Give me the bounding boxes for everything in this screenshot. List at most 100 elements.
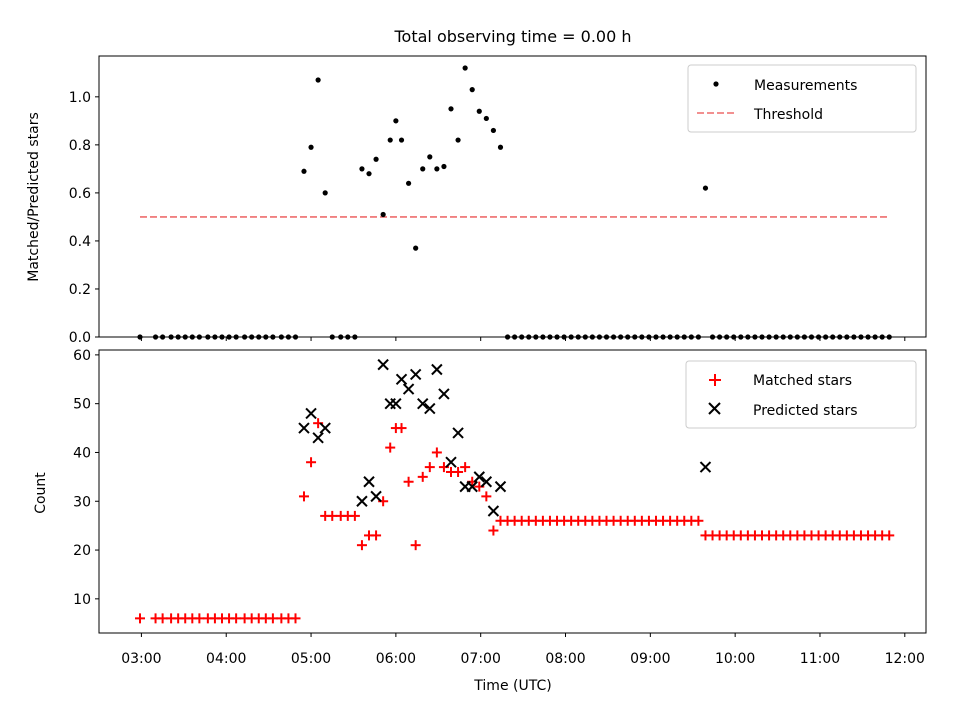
top-axes-frame: [98, 55, 927, 338]
matched-star-point: [431, 447, 442, 458]
measurement-point: [469, 87, 475, 93]
matched-star-point: [488, 525, 499, 536]
legend-matched-label: Matched stars: [753, 373, 852, 389]
chart-title: Total observing time = 0.00 h: [393, 27, 631, 46]
x-axis-label: Time (UTC): [473, 678, 551, 694]
matched-star-point: [396, 423, 407, 434]
measurement-point: [373, 156, 379, 162]
matched-star-point: [371, 530, 382, 541]
matched-star-point: [134, 613, 145, 624]
legend-matched-marker: [709, 374, 721, 386]
bottom-x-ticks: 03:00 04:00 05:00 06:00 07:00 08:00 09:00 10:00…: [121, 633, 925, 667]
predicted-star-point: [431, 363, 443, 376]
bottom-y-tick-label: 30: [73, 494, 91, 510]
bottom-legend-box: [685, 360, 917, 429]
top-legend: Measurements Threshold: [687, 64, 917, 133]
top-legend-box: [687, 64, 917, 133]
measurement-point: [455, 137, 461, 143]
matched-star-point: [460, 462, 471, 473]
predicted-star-point: [305, 407, 317, 420]
matched-star-point: [231, 613, 242, 624]
bottom-y-tick-label: 40: [73, 445, 91, 461]
top-y-tick-label: 0.8: [69, 138, 91, 154]
top-y-axis-label: Matched/Predicted stars: [26, 112, 42, 282]
legend-measurements-label: Measurements: [754, 78, 857, 94]
bottom-x-tick-label: 09:00: [630, 651, 670, 667]
bottom-x-tick-label: 08:00: [545, 651, 585, 667]
measurement-point: [483, 115, 489, 122]
legend-predicted-label: Predicted stars: [753, 403, 858, 419]
predicted-star-point: [312, 432, 324, 444]
bottom-legend: Matched stars Predicted stars: [685, 360, 917, 429]
top-y-tick-label: 1.0: [69, 90, 91, 106]
matched-star-point: [385, 442, 396, 453]
bottom-x-tick-label: 03:00: [121, 651, 161, 667]
bottom-y-tick-label: 50: [73, 397, 91, 413]
predicted-star-point: [480, 476, 493, 488]
top-panel: 0.0 0.2 0.4 0.6 0.8 1.0 Matched/Predicted sta…: [26, 55, 927, 346]
measurement-point: [393, 118, 399, 124]
predicted-star-point: [445, 456, 457, 468]
measurement-point: [387, 137, 393, 143]
bottom-x-tick-label: 05:00: [291, 651, 331, 667]
matched-star-point: [290, 613, 301, 624]
matched-star-point: [417, 471, 428, 482]
legend-measurements-marker: [713, 81, 719, 87]
measurement-point: [702, 185, 709, 191]
measurement-point: [420, 166, 426, 172]
predicted-star-point: [298, 422, 310, 434]
matched-star-point: [481, 491, 492, 502]
legend-predicted-marker: [708, 402, 721, 415]
bottom-y-axis-label: Count: [33, 472, 49, 514]
predicted-star-point: [417, 397, 429, 410]
predicted-star-point: [395, 373, 408, 385]
measurement-point: [405, 180, 412, 186]
measurement-point: [427, 154, 433, 160]
bottom-x-tick-label: 04:00: [206, 651, 246, 667]
top-y-tick-label: 0.4: [69, 234, 91, 250]
legend-threshold-label: Threshold: [753, 107, 823, 123]
measurement-point: [301, 168, 307, 174]
matched-star-point: [693, 515, 704, 526]
matched-star-point: [194, 613, 205, 624]
measurement-point: [434, 166, 440, 172]
measurement-point: [322, 190, 328, 196]
predicted-star-point: [438, 388, 450, 400]
predicted-star-point: [402, 383, 415, 395]
matched-star-point: [267, 613, 278, 624]
measurement-point: [380, 211, 386, 218]
top-y-tick-label: 0.6: [69, 186, 91, 202]
matched-star-point: [306, 457, 317, 468]
top-y-ticks: 0.0 0.2 0.4 0.6 0.8 1.0: [69, 90, 99, 346]
top-y-tick-label: 0.0: [69, 330, 91, 346]
matched-star-point: [424, 462, 435, 473]
bottom-x-tick-label: 12:00: [885, 651, 925, 667]
measurement-point: [497, 144, 504, 150]
matched-star-point: [356, 540, 367, 551]
predicted-star-point: [424, 402, 436, 415]
measurement-point: [308, 144, 314, 150]
predicted-star-point: [452, 427, 464, 439]
matched-star-point: [453, 466, 464, 477]
measurement-point: [462, 65, 468, 71]
bottom-x-tick-label: 06:00: [376, 651, 416, 667]
matched-star-point: [349, 510, 360, 521]
measurement-point: [366, 171, 372, 177]
predicted-star-point: [370, 490, 382, 503]
predicted-star-point: [319, 422, 331, 434]
bottom-x-tick-label: 07:00: [461, 651, 501, 667]
top-y-tick-label: 0.2: [69, 282, 91, 298]
predicted-star-point: [356, 495, 368, 507]
measurement-point: [315, 77, 321, 83]
matched-star-point: [157, 613, 168, 624]
predicted-star-point: [363, 476, 375, 488]
top-x-ticks: [140, 337, 906, 341]
bottom-x-tick-label: 11:00: [800, 651, 840, 667]
matched-star-point: [410, 540, 421, 551]
predicted-star-point: [487, 505, 500, 517]
bottom-y-tick-label: 20: [73, 543, 91, 559]
measurement-point: [398, 137, 405, 143]
bottom-y-ticks: 10 20 30 40 50 60: [73, 348, 99, 608]
matched-star-point: [327, 510, 338, 521]
